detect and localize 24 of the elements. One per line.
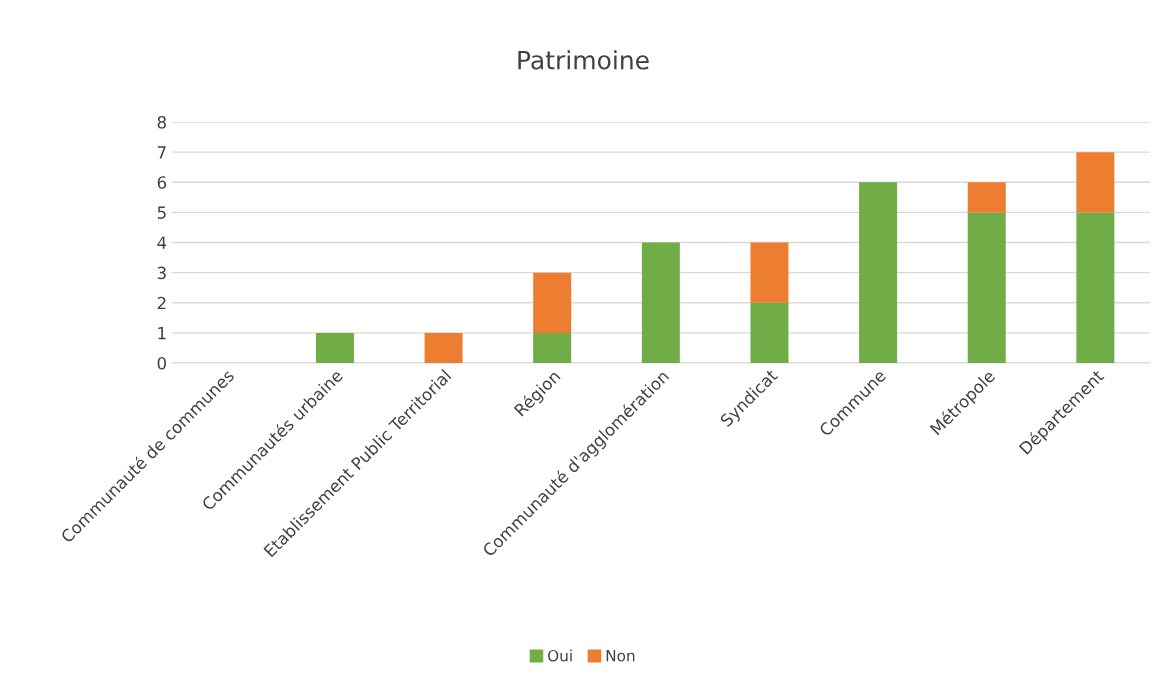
bar — [533, 272, 572, 333]
y-tick-label: 3 — [157, 266, 166, 280]
legend-label: Non — [606, 650, 635, 662]
y-tick-label: 8 — [157, 115, 166, 129]
bar — [641, 242, 680, 364]
bar — [315, 332, 354, 364]
bar — [967, 182, 1006, 213]
bar — [1076, 152, 1115, 213]
y-tick-label: 6 — [157, 176, 167, 189]
y-tick-label: 5 — [157, 206, 166, 219]
y-tick-label: 2 — [157, 296, 166, 310]
bar — [1076, 212, 1115, 364]
y-tick-label: 0 — [157, 356, 167, 370]
chart-title: Patrimoine — [518, 50, 649, 70]
bar — [750, 302, 789, 364]
y-tick-label: 4 — [157, 236, 167, 249]
y-tick-label: 7 — [157, 146, 166, 159]
y-tick-label: 1 — [158, 327, 166, 340]
bar — [967, 212, 1006, 364]
legend-label: Oui — [548, 649, 572, 662]
bar — [424, 332, 463, 364]
bar — [859, 182, 898, 364]
bar — [750, 242, 789, 303]
bar — [533, 332, 572, 364]
